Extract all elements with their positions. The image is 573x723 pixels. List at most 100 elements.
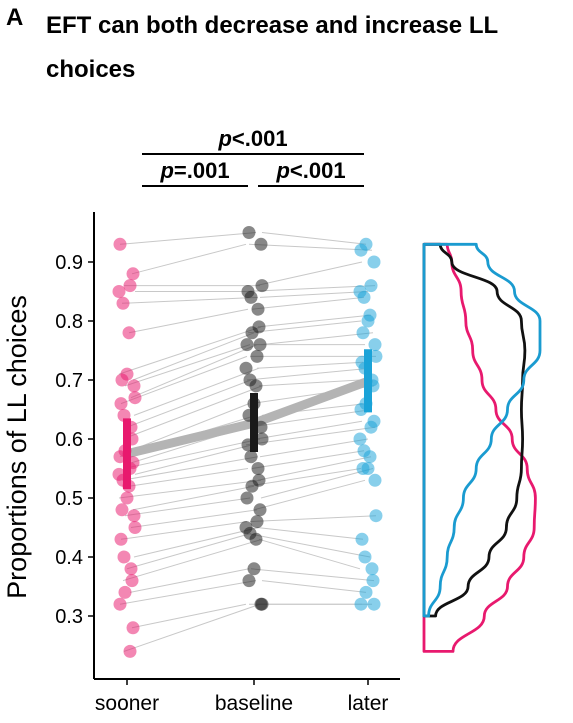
pair-line	[245, 285, 376, 292]
point-later	[358, 550, 372, 564]
pair-line	[259, 438, 369, 458]
density-baseline	[422, 242, 527, 618]
pair-line	[259, 291, 369, 298]
point-later	[368, 473, 382, 487]
pair-line	[255, 420, 363, 440]
point-baseline	[242, 574, 256, 588]
pair-line	[130, 344, 258, 399]
y-tick-label: 0.8	[55, 311, 83, 333]
pair-line	[258, 538, 361, 570]
density-later	[422, 242, 542, 618]
pair-line	[130, 509, 258, 528]
pair-line	[133, 527, 260, 558]
point-sooner	[113, 237, 127, 251]
point-sooner	[123, 644, 137, 658]
point-sooner	[113, 597, 127, 611]
y-tick-label: 0.4	[55, 547, 83, 569]
point-sooner	[123, 279, 137, 293]
point-later	[364, 279, 378, 293]
pair-line	[246, 532, 371, 558]
sig-label: p<.001	[275, 158, 345, 183]
point-later	[361, 314, 375, 328]
point-later	[369, 509, 383, 523]
pair-line	[133, 367, 260, 416]
pair-line	[129, 403, 250, 452]
pair-line	[255, 261, 363, 287]
point-baseline	[255, 597, 269, 611]
pair-line	[261, 580, 367, 593]
point-later	[354, 597, 368, 611]
pair-line	[248, 409, 373, 428]
point-later	[364, 420, 378, 434]
point-baseline	[251, 302, 265, 316]
pair-line	[261, 232, 367, 245]
point-baseline	[244, 450, 258, 464]
panel-letter: A	[6, 4, 24, 31]
point-baseline	[242, 226, 256, 239]
point-sooner	[125, 574, 139, 588]
pair-line	[124, 497, 251, 517]
axes	[93, 212, 400, 680]
point-later	[363, 450, 377, 464]
pair-line	[258, 379, 361, 387]
point-later	[368, 338, 382, 352]
y-axis-label: Proportions of LL choices	[2, 295, 32, 599]
panel-title: EFT can both decrease and increase LL ch…	[46, 12, 498, 83]
y-tick-label: 0.3	[55, 606, 83, 628]
point-sooner	[128, 391, 142, 405]
pair-line	[128, 468, 249, 487]
pair-line	[121, 296, 259, 304]
pair-line	[122, 385, 263, 440]
point-sooner	[118, 585, 132, 599]
pair-line	[260, 332, 374, 346]
pair-line	[120, 521, 248, 540]
point-baseline	[251, 462, 265, 475]
point-sooner	[114, 532, 128, 546]
point-later	[356, 462, 370, 475]
point-baseline	[245, 326, 259, 340]
point-sooner	[120, 491, 134, 505]
significance-brackets: p<.001 p=.001 p<.001	[142, 126, 364, 187]
pair-line	[119, 580, 257, 605]
point-sooner	[117, 550, 131, 564]
point-later	[366, 574, 380, 588]
point-baseline	[247, 562, 261, 576]
error-bars	[123, 349, 372, 490]
pair-line	[250, 568, 375, 582]
point-baseline	[255, 432, 269, 446]
point-baseline	[239, 361, 253, 375]
y-tick-label: 0.5	[55, 488, 83, 510]
pair-line	[118, 479, 262, 499]
point-baseline	[244, 290, 258, 304]
point-sooner	[112, 285, 126, 298]
point-later	[356, 326, 370, 340]
x-tick-label-later: later	[348, 692, 389, 715]
point-sooner	[116, 296, 130, 310]
pair-line	[129, 568, 250, 593]
pair-line	[126, 379, 252, 428]
pair-line	[246, 367, 371, 381]
point-later	[355, 532, 369, 546]
point-sooner	[128, 521, 142, 534]
point-sooner	[127, 509, 141, 523]
pair-line	[247, 468, 362, 487]
point-baseline	[250, 515, 264, 529]
pair-line	[132, 332, 255, 381]
point-later	[354, 243, 368, 257]
sig-label: p=.001	[159, 158, 229, 183]
pair-line	[123, 438, 261, 469]
point-baseline	[254, 237, 268, 251]
point-later	[367, 255, 381, 269]
sig-label: p<.001	[217, 126, 287, 151]
x-tick-labels: sooner baseline later	[95, 679, 389, 715]
point-sooner	[126, 267, 140, 281]
x-tick-label-baseline: baseline	[215, 692, 293, 715]
pair-line	[251, 296, 365, 310]
point-sooner	[124, 562, 138, 576]
density-curves	[422, 242, 542, 653]
pair-line	[257, 456, 372, 481]
point-sooner	[127, 379, 141, 393]
pair-line	[121, 456, 259, 481]
pair-line	[119, 232, 257, 245]
